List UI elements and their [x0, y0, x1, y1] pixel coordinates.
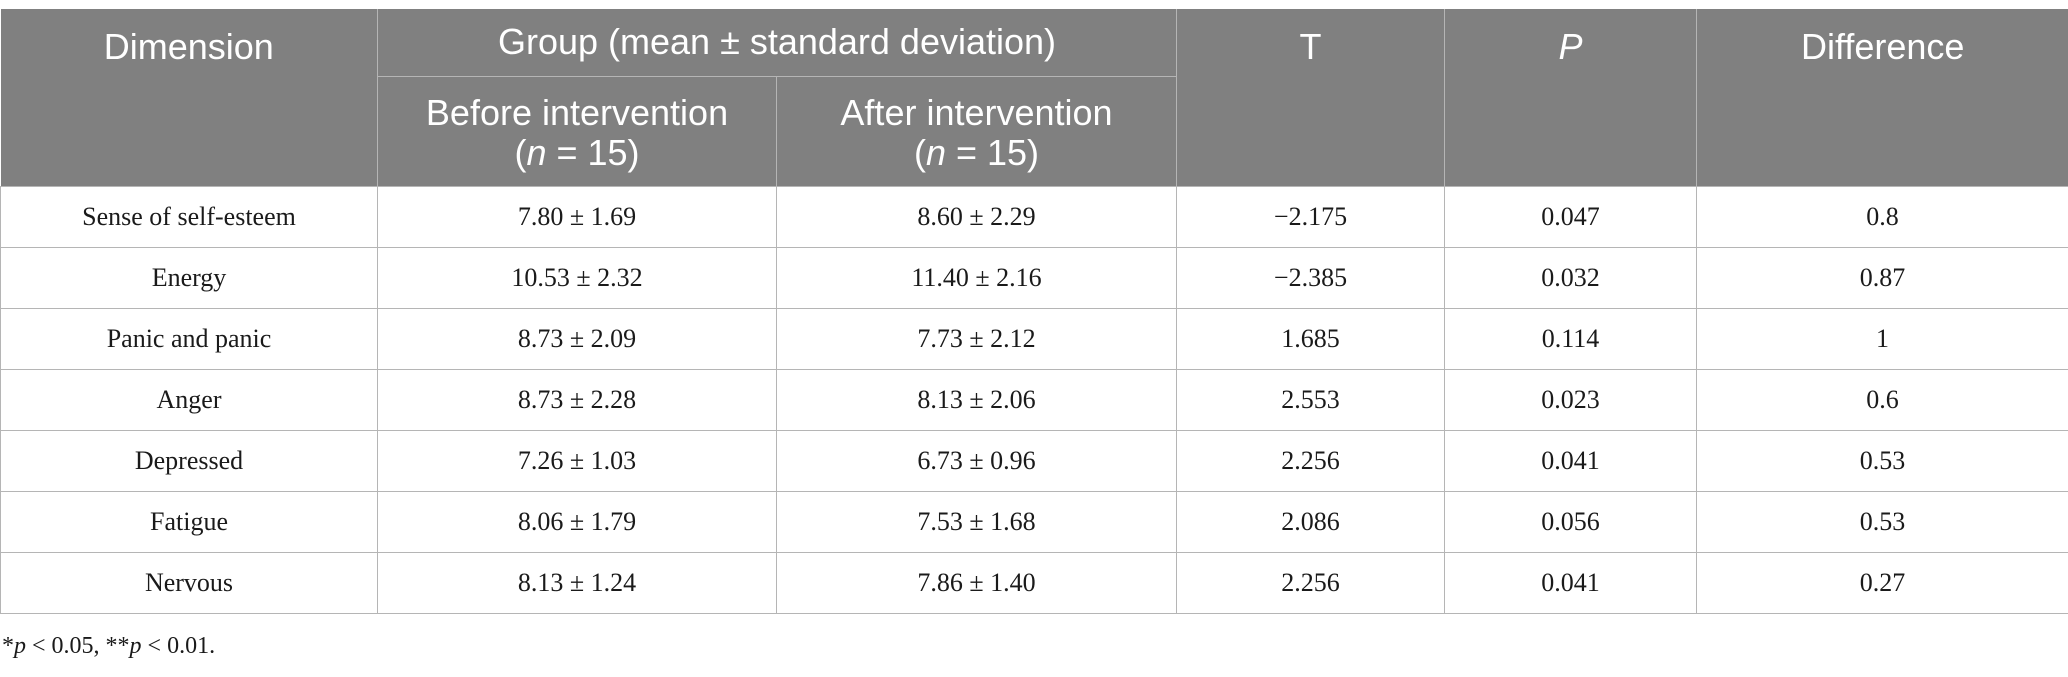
cell-dimension: Fatigue: [0, 490, 378, 553]
n-open-paren: (: [514, 132, 527, 173]
cell-before: 8.06 ± 1.79: [377, 490, 777, 553]
footnote-p2: p: [129, 633, 142, 659]
header-dimension: Dimension: [0, 9, 378, 186]
table-footnote: *p < 0.05, **p < 0.01.: [2, 633, 215, 660]
cell-p: 0.047: [1444, 185, 1697, 248]
cell-difference: 0.27: [1696, 551, 2068, 614]
cell-t: −2.385: [1176, 246, 1445, 309]
cell-dimension: Depressed: [0, 429, 378, 492]
cell-p: 0.114: [1444, 307, 1697, 370]
cell-difference: 0.8: [1696, 185, 2068, 248]
cell-before: 8.13 ± 1.24: [377, 551, 777, 614]
results-table: Dimension Group (mean ± standard deviati…: [0, 9, 2068, 614]
cell-difference: 0.87: [1696, 246, 2068, 309]
cell-before: 8.73 ± 2.28: [377, 368, 777, 431]
cell-after: 8.13 ± 2.06: [776, 368, 1177, 431]
cell-t: −2.175: [1176, 185, 1445, 248]
table-header: Dimension Group (mean ± standard deviati…: [0, 9, 2068, 186]
cell-before: 8.73 ± 2.09: [377, 307, 777, 370]
header-before-label: Before intervention: [425, 92, 729, 133]
header-before-n: (n = 15): [378, 133, 776, 173]
footnote-p1: p: [14, 633, 26, 659]
cell-difference: 0.53: [1696, 429, 2068, 492]
cell-t: 1.685: [1176, 307, 1445, 370]
cell-p: 0.032: [1444, 246, 1697, 309]
cell-after: 7.86 ± 1.40: [776, 551, 1177, 614]
header-after-n: (n = 15): [777, 133, 1176, 173]
cell-difference: 0.6: [1696, 368, 2068, 431]
header-before-intervention: Before intervention (n = 15): [377, 76, 777, 186]
cell-before: 7.26 ± 1.03: [377, 429, 777, 492]
header-difference: Difference: [1696, 9, 2068, 186]
table-row: Energy 10.53 ± 2.32 11.40 ± 2.16 −2.385 …: [0, 246, 2068, 309]
cell-t: 2.553: [1176, 368, 1445, 431]
header-after-intervention: After intervention (n = 15): [776, 76, 1177, 186]
header-p: P: [1444, 9, 1697, 186]
footnote-rest1: < 0.05, **: [26, 633, 130, 659]
cell-dimension: Panic and panic: [0, 307, 378, 370]
table-row: Depressed 7.26 ± 1.03 6.73 ± 0.96 2.256 …: [0, 429, 2068, 492]
cell-t: 2.086: [1176, 490, 1445, 553]
cell-t: 2.256: [1176, 551, 1445, 614]
cell-p: 0.056: [1444, 490, 1697, 553]
table-body: Sense of self-esteem 7.80 ± 1.69 8.60 ± …: [0, 185, 2068, 614]
footnote-star: *: [2, 633, 14, 659]
cell-after: 6.73 ± 0.96: [776, 429, 1177, 492]
n-open-paren: (: [913, 132, 926, 173]
table-row: Fatigue 8.06 ± 1.79 7.53 ± 1.68 2.086 0.…: [0, 490, 2068, 553]
cell-t: 2.256: [1176, 429, 1445, 492]
cell-dimension: Nervous: [0, 551, 378, 614]
header-after-label: After intervention: [840, 92, 1113, 133]
table-row: Panic and panic 8.73 ± 2.09 7.73 ± 2.12 …: [0, 307, 2068, 370]
cell-before: 7.80 ± 1.69: [377, 185, 777, 248]
cell-after: 11.40 ± 2.16: [776, 246, 1177, 309]
cell-dimension: Energy: [0, 246, 378, 309]
cell-after: 7.53 ± 1.68: [776, 490, 1177, 553]
table-row: Nervous 8.13 ± 1.24 7.86 ± 1.40 2.256 0.…: [0, 551, 2068, 614]
header-row-2: Before intervention (n = 15) After inter…: [1, 76, 2068, 186]
cell-after: 7.73 ± 2.12: [776, 307, 1177, 370]
results-table-container: Dimension Group (mean ± standard deviati…: [0, 9, 2068, 614]
footnote-rest2: < 0.01.: [141, 633, 216, 659]
header-t: T: [1176, 9, 1445, 186]
cell-dimension: Sense of self-esteem: [0, 185, 378, 248]
n-value: = 15): [546, 132, 640, 173]
cell-after: 8.60 ± 2.29: [776, 185, 1177, 248]
n-letter: n: [526, 132, 547, 173]
header-group: Group (mean ± standard deviation): [377, 9, 1177, 77]
header-row-1: Dimension Group (mean ± standard deviati…: [0, 9, 2068, 186]
cell-difference: 1: [1696, 307, 2068, 370]
cell-difference: 0.53: [1696, 490, 2068, 553]
cell-p: 0.041: [1444, 551, 1697, 614]
cell-dimension: Anger: [0, 368, 378, 431]
n-value: = 15): [945, 132, 1040, 173]
table-row: Anger 8.73 ± 2.28 8.13 ± 2.06 2.553 0.02…: [0, 368, 2068, 431]
cell-p: 0.023: [1444, 368, 1697, 431]
cell-p: 0.041: [1444, 429, 1697, 492]
table-row: Sense of self-esteem 7.80 ± 1.69 8.60 ± …: [0, 185, 2068, 248]
n-letter: n: [925, 132, 946, 173]
cell-before: 10.53 ± 2.32: [377, 246, 777, 309]
